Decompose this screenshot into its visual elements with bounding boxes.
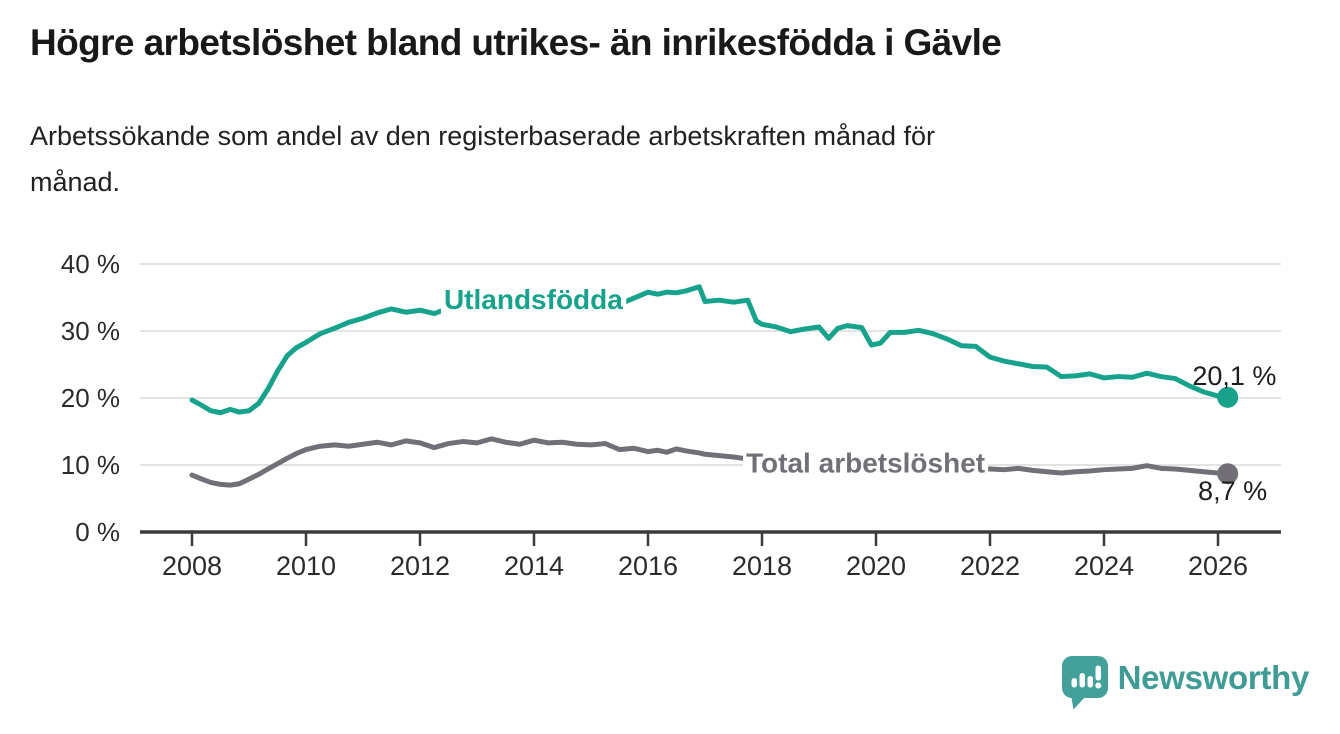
brand-name: Newsworthy [1117,659,1310,696]
page-title: Högre arbetslöshet bland utrikes- än inr… [30,22,1002,63]
logo-bar-small-icon [1071,678,1077,688]
logo-exclamation-bar-icon [1095,665,1101,681]
series-label-bg [440,282,627,318]
y-tick-label: 20 % [61,383,120,413]
series-label: Total arbetslöshet [746,447,985,478]
x-tick-label: 2010 [276,551,336,581]
series-end-dot [1217,386,1239,408]
y-tick-label: 40 % [61,249,120,279]
brand-footer: Newsworthy [1061,656,1310,710]
series-end-dot [1217,463,1239,485]
x-tick-label: 2014 [504,551,564,581]
series-line [189,436,1231,488]
end-value-label: 20,1 % [1192,361,1276,391]
x-tick-label: 2026 [1188,551,1248,581]
x-tick-label: 2022 [960,551,1020,581]
x-tick-label: 2012 [390,551,450,581]
logo-bar-tall-icon [1079,673,1085,688]
y-tick-label: 10 % [61,450,120,480]
y-tick-label: 30 % [61,316,120,346]
x-tick-label: 2018 [732,551,792,581]
y-tick-label: 0 % [75,517,120,547]
logo-bubble-tail [1070,695,1087,710]
x-tick-label: 2016 [618,551,678,581]
end-value-label: 8,7 % [1198,476,1267,506]
newsworthy-logo-icon [1061,656,1108,710]
logo-exclamation-dot-icon [1094,682,1101,689]
logo-bar-medium-icon [1087,676,1093,688]
x-tick-label: 2008 [162,551,222,581]
series-label: Utlandsfödda [444,284,623,315]
page-subtitle: Arbetssökande som andel av den registerb… [30,121,936,197]
series-line [189,284,1231,416]
series-label-bg [743,445,989,481]
x-tick-label: 2024 [1074,551,1134,581]
x-tick-label: 2020 [846,551,906,581]
